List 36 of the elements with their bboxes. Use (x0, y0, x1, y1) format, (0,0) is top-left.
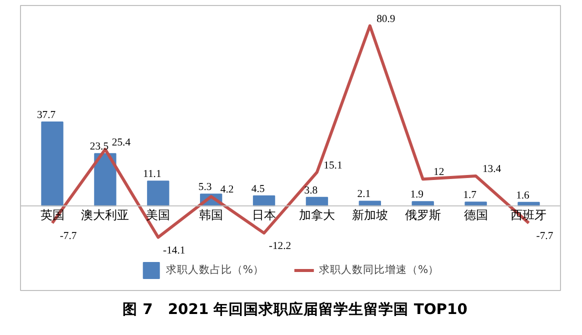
data-label: 2.1 (357, 189, 371, 200)
data-label: -7.7 (536, 231, 554, 242)
data-label: 11.1 (143, 169, 162, 180)
x-tick-label: 美国 (146, 208, 170, 222)
x-tick-label: 加拿大 (298, 208, 335, 222)
bar (252, 195, 276, 206)
x-tick-label: 俄罗斯 (404, 208, 441, 222)
data-label: 15.1 (324, 160, 342, 172)
data-label: 1.6 (516, 190, 530, 202)
data-label: 1.7 (463, 190, 478, 202)
data-label: 4.5 (251, 184, 265, 195)
data-label: -12.2 (268, 241, 292, 252)
data-label: 3.8 (304, 185, 318, 196)
x-tick-label: 日本 (252, 208, 276, 222)
x-tick-label: 德国 (464, 208, 488, 222)
data-label: -7.7 (60, 231, 78, 242)
data-label: 37.7 (36, 110, 56, 121)
data-label: 5.3 (198, 182, 212, 194)
data-label: 1.9 (410, 190, 424, 201)
data-label: 13.4 (482, 164, 502, 176)
x-tick-label: 澳大利亚 (81, 208, 130, 222)
x-tick-label: 韩国 (199, 208, 224, 222)
data-label: -14.1 (163, 245, 186, 256)
data-label: 25.4 (112, 137, 132, 148)
legend-label: 求职人数占比（%） (166, 263, 264, 277)
text: 图 7 2021 年回国求职应届留学生留学国 TOP10 (122, 300, 468, 320)
bar (41, 121, 64, 206)
data-label: 23.5 (90, 142, 109, 153)
bar (147, 180, 170, 206)
bar (94, 153, 116, 206)
x-tick-label: 新加坡 (352, 208, 388, 222)
bar (306, 196, 328, 206)
data-label: 12 (434, 167, 444, 178)
legend-label: 求职人数同比增速（%） (319, 263, 440, 277)
data-label: 4.2 (220, 184, 234, 196)
data-label: 80.9 (376, 14, 396, 25)
